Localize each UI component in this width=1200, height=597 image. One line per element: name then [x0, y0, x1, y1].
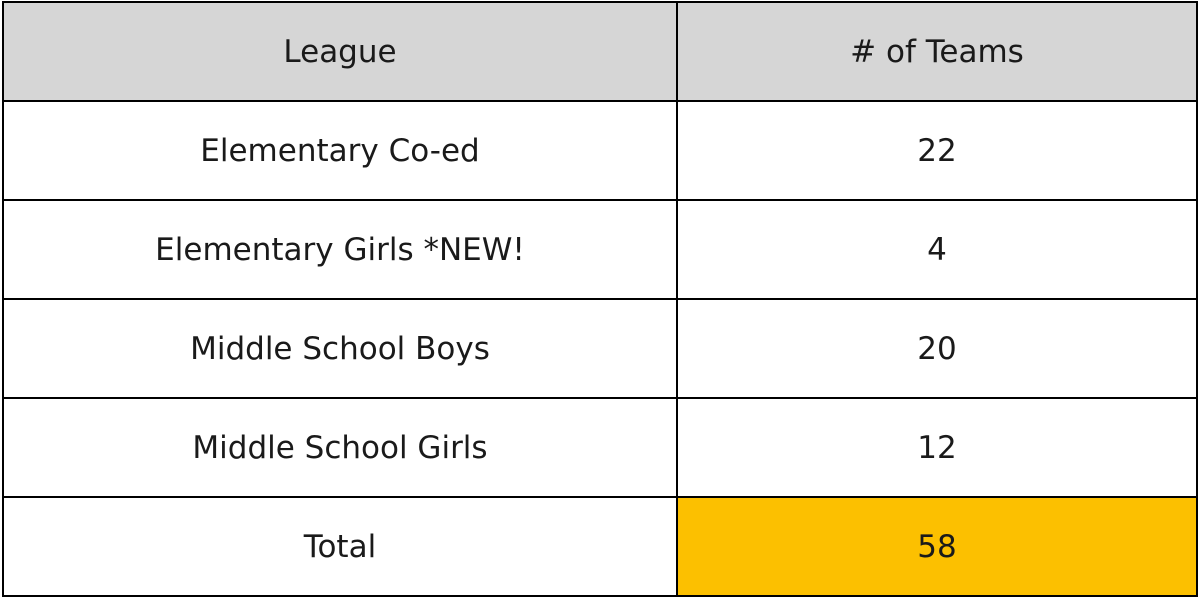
table-row: Middle School Girls 12: [2, 397, 1198, 498]
team-count-cell: 20: [676, 298, 1198, 399]
total-row: Total 58: [2, 496, 1198, 597]
table-row: Elementary Co-ed 22: [2, 100, 1198, 201]
total-value-cell: 58: [676, 496, 1198, 597]
league-cell: Middle School Boys: [2, 298, 678, 399]
league-cell: Middle School Girls: [2, 397, 678, 498]
team-count-cell: 4: [676, 199, 1198, 300]
league-cell: Elementary Girls *NEW!: [2, 199, 678, 300]
table-row: Elementary Girls *NEW! 4: [2, 199, 1198, 300]
total-label-cell: Total: [2, 496, 678, 597]
header-row: League # of Teams: [2, 1, 1198, 102]
team-count-cell: 22: [676, 100, 1198, 201]
league-cell: Elementary Co-ed: [2, 100, 678, 201]
column-header-team-count: # of Teams: [676, 1, 1198, 102]
table-row: Middle School Boys 20: [2, 298, 1198, 399]
team-count-cell: 12: [676, 397, 1198, 498]
column-header-league: League: [2, 1, 678, 102]
